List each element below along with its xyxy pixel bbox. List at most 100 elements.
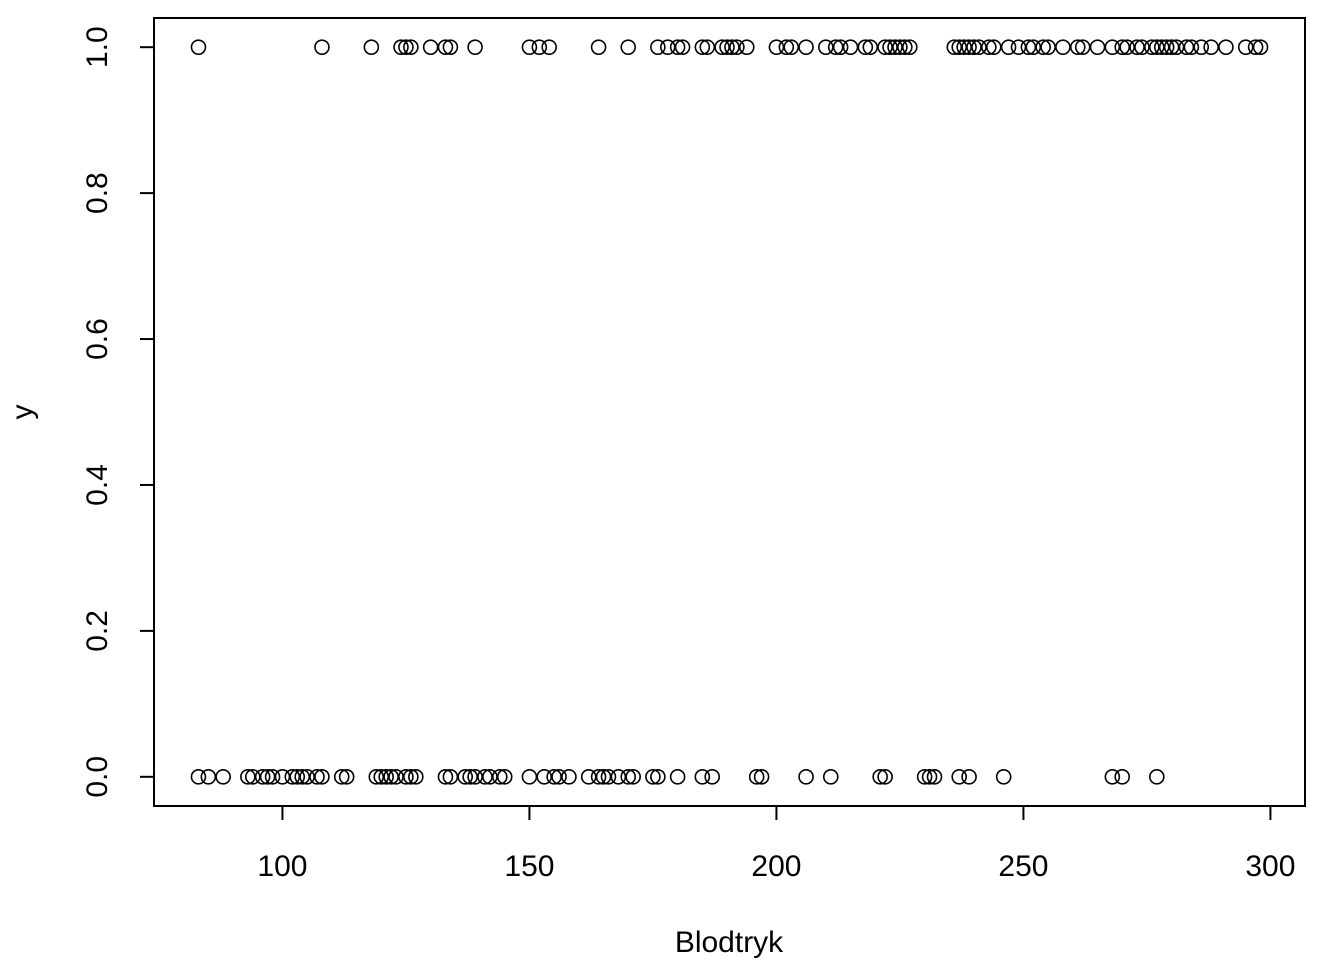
scatter-point: [240, 769, 256, 785]
x-tick-label: 200: [751, 850, 801, 883]
scatter-point: [620, 39, 637, 55]
scatter-point: [882, 39, 898, 55]
scatter-point: [274, 769, 291, 785]
scatter-point: [383, 769, 399, 785]
scatter-point: [951, 769, 968, 785]
scatter-point: [457, 769, 474, 785]
x-axis-label: Blodtryk: [675, 926, 784, 959]
scatter-point: [1119, 39, 1135, 55]
scatter-point: [284, 769, 301, 785]
scatter-point: [259, 769, 276, 785]
scatter-point: [783, 39, 800, 55]
scatter-point: [482, 769, 498, 785]
scatter-point: [590, 39, 607, 55]
scatter-point: [724, 39, 740, 55]
scatter-point: [398, 39, 414, 55]
y-tick-label: 1.0: [81, 26, 114, 68]
scatter-point: [748, 769, 765, 785]
scatter-point: [961, 769, 977, 785]
scatter-point: [877, 39, 893, 55]
scatter-point: [437, 39, 454, 55]
y-tick-label: 0.4: [81, 464, 114, 506]
scatter-point: [877, 769, 893, 785]
scatter-point: [314, 769, 330, 785]
scatter-point: [966, 39, 982, 55]
scatter-point: [1153, 39, 1170, 55]
scatter-point: [491, 769, 508, 785]
scatter-point: [309, 769, 325, 785]
scatter-point: [694, 39, 711, 55]
scatter-point: [546, 769, 562, 785]
scatter-point: [580, 769, 597, 785]
scatter-point: [669, 39, 686, 55]
scatter-point: [1203, 39, 1219, 55]
scatter-point: [961, 39, 977, 55]
scatter-point: [398, 769, 414, 785]
scatter-point: [1178, 39, 1195, 55]
scatter-point: [704, 769, 721, 785]
scatter-point: [403, 39, 419, 55]
scatter-point: [798, 769, 814, 785]
scatter-point: [299, 769, 315, 785]
scatter-point: [1020, 39, 1037, 55]
scatter-point: [1104, 769, 1121, 785]
scatter-point: [467, 769, 483, 785]
scatter-point: [995, 769, 1012, 785]
scatter-point: [1025, 39, 1042, 55]
scatter-point: [1218, 39, 1234, 55]
scatter-point: [951, 39, 968, 55]
scatter-point: [985, 39, 1002, 55]
scatter-point: [373, 769, 390, 785]
scatter-point: [531, 39, 548, 55]
scatter-point: [798, 39, 814, 55]
scatter-point: [857, 39, 874, 55]
scatter-point: [1237, 39, 1254, 55]
scatter-point: [1247, 39, 1264, 55]
scatter-point: [699, 39, 716, 55]
x-axis: 100 150 200 250 300: [257, 805, 1295, 883]
scatter-point: [1035, 39, 1051, 55]
scatter-point: [620, 769, 637, 785]
scatter-point: [190, 769, 207, 785]
scatter-point: [1069, 39, 1086, 55]
scatter-point: [595, 769, 612, 785]
scatter-point: [1158, 39, 1175, 55]
scatter-point: [892, 39, 908, 55]
scatter-point: [1104, 39, 1121, 55]
scatter-point: [1114, 769, 1131, 785]
scatter-point: [1149, 39, 1165, 55]
scatter-point: [1040, 39, 1056, 55]
scatter-point: [477, 769, 493, 785]
scatter-point: [610, 769, 627, 785]
scatter-point: [363, 39, 380, 55]
scatter-point: [669, 769, 686, 785]
x-tick-label: 150: [504, 850, 554, 883]
scatter-point: [496, 769, 513, 785]
scatter-point: [674, 39, 691, 55]
scatter-point: [1129, 39, 1145, 55]
scatter-point: [946, 39, 963, 55]
scatter-point: [264, 769, 281, 785]
scatter-point: [714, 39, 730, 55]
scatter-point: [956, 39, 972, 55]
scatter-point: [1168, 39, 1185, 55]
scatter-point: [916, 769, 933, 785]
scatter-point: [467, 39, 483, 55]
scatter-point: [1089, 39, 1106, 55]
scatter-point: [521, 769, 538, 785]
scatter-point: [768, 39, 785, 55]
scatter-point: [368, 769, 385, 785]
y-tick-label: 0.0: [81, 756, 114, 798]
scatter-point: [1252, 39, 1269, 55]
scatter-point: [590, 769, 607, 785]
scatter-point: [200, 769, 217, 785]
x-tick-label: 300: [1245, 850, 1295, 883]
scatter-point: [244, 769, 261, 785]
scatter-point: [753, 769, 770, 785]
scatter-point: [442, 39, 459, 55]
scatter-point: [897, 39, 913, 55]
scatter-point: [393, 39, 409, 55]
y-tick-label: 0.8: [81, 172, 114, 214]
scatter-point: [659, 39, 676, 55]
scatter-point: [650, 39, 666, 55]
